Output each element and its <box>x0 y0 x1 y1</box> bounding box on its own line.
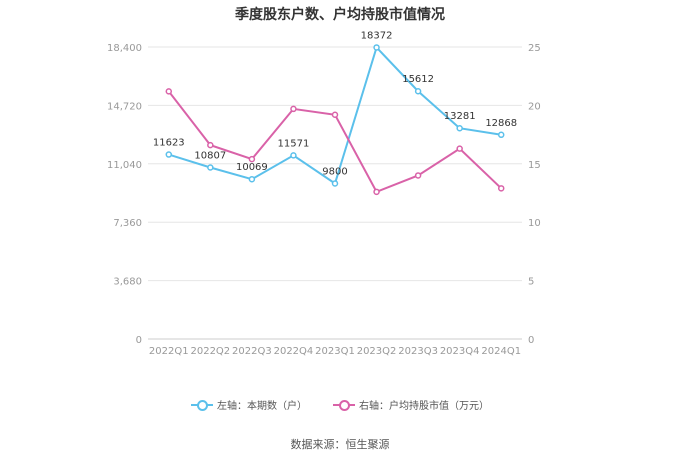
legend-item-right-series[interactable]: 右轴：户均持股市值（万元） <box>333 397 489 412</box>
data-point-left <box>497 131 505 139</box>
right-axis-tick-label: 0 <box>528 335 534 346</box>
left-axis-tick-label: 0 <box>136 335 142 346</box>
data-point-right <box>165 88 173 95</box>
data-point-right <box>414 172 422 179</box>
right-axis-tick-label: 15 <box>528 160 541 171</box>
data-label: 9800 <box>322 166 347 177</box>
data-point-right <box>248 155 256 163</box>
data-point-right <box>331 111 339 118</box>
data-point-right <box>456 145 463 152</box>
data-label: 13281 <box>444 111 476 122</box>
data-point-left <box>207 164 214 171</box>
x-axis-tick-label: 2022Q2 <box>190 346 230 357</box>
data-point-left <box>331 180 339 187</box>
data-point-right <box>207 141 214 149</box>
data-point-left <box>248 175 256 183</box>
axis-layer: 0 3,680 7,360 11,040 14,720 18,400 0 5 10 15 20 25 2… <box>107 43 541 357</box>
series-layer <box>165 44 505 196</box>
left-axis-tick-label: 18,400 <box>107 43 142 54</box>
data-point-right <box>373 188 380 196</box>
x-axis-tick-label: 2023Q4 <box>440 346 480 357</box>
data-point-left <box>373 44 380 51</box>
data-source-note: 数据来源：恒生聚源 <box>290 438 390 451</box>
right-axis-tick-label: 10 <box>528 218 541 229</box>
left-axis-tick-label: 3,680 <box>113 277 142 288</box>
data-label: 18372 <box>361 30 393 41</box>
x-axis-tick-label: 2022Q4 <box>274 346 314 357</box>
left-axis-tick-label: 14,720 <box>107 101 142 112</box>
data-label: 10069 <box>236 162 268 173</box>
data-point-right <box>290 105 297 113</box>
left-axis-tick-label: 11,040 <box>107 160 142 171</box>
right-axis-tick-label: 25 <box>528 43 541 54</box>
legend-item-left-series[interactable]: 左轴：本期数（户） <box>191 397 307 412</box>
chart-title: 季度股东户数、户均持股市值情况 <box>235 7 445 23</box>
data-point-left <box>414 87 422 95</box>
legend-label-right-series: 右轴：户均持股市值（万元） <box>359 401 489 412</box>
data-label: 11571 <box>278 138 310 149</box>
right-axis-tick-label: 20 <box>528 101 541 112</box>
data-point-right <box>497 185 505 192</box>
grid-layer <box>148 46 522 340</box>
right-axis-tick-label: 5 <box>528 277 534 288</box>
legend-label-left-series: 左轴：本期数（户） <box>217 401 307 412</box>
data-point-left <box>290 152 297 159</box>
data-label: 10807 <box>194 150 226 161</box>
legend-marker-right-series <box>333 399 355 411</box>
data-label-layer: 11623 10807 10069 11571 9800 18372 15612 13281 1… <box>153 30 517 177</box>
data-point-left <box>456 124 463 132</box>
chart-legend: 左轴：本期数（户） 右轴：户均持股市值（万元） <box>0 397 680 412</box>
x-axis-tick-label: 2022Q1 <box>149 346 189 357</box>
left-axis-tick-label: 7,360 <box>113 218 142 229</box>
x-axis-tick-label: 2023Q2 <box>357 346 397 357</box>
x-axis-tick-label: 2023Q3 <box>398 346 438 357</box>
data-label: 15612 <box>402 74 434 85</box>
data-label: 11623 <box>153 138 185 149</box>
data-label: 12868 <box>485 118 517 129</box>
x-axis-tick-label: 2022Q3 <box>232 346 272 357</box>
x-axis-tick-label: 2023Q1 <box>315 346 355 357</box>
x-axis-tick-label: 2024Q1 <box>481 346 521 357</box>
legend-marker-left-series <box>191 399 213 411</box>
data-point-left <box>165 151 173 158</box>
